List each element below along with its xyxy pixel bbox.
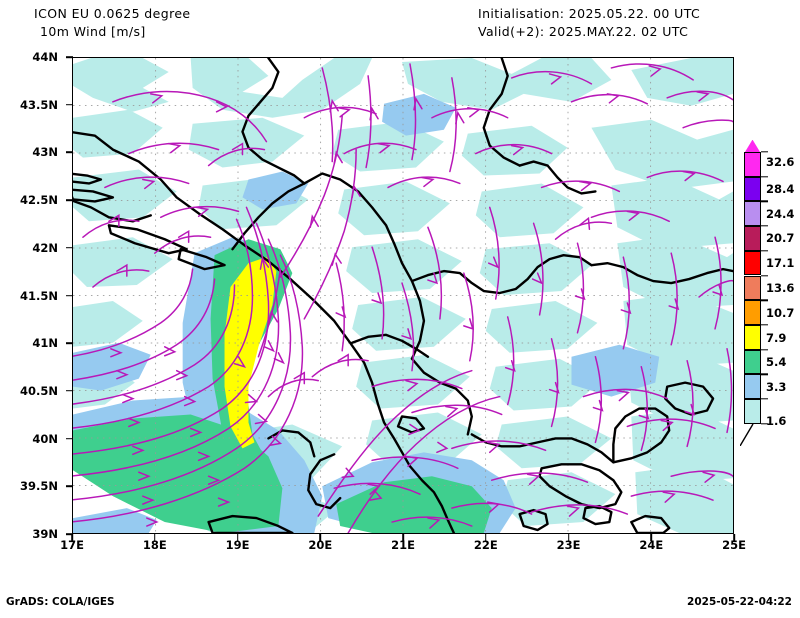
colorbar-label: 32.6	[766, 155, 795, 169]
y-tickmark	[66, 294, 73, 297]
colorbar-tickmark	[761, 398, 768, 400]
x-tick-label: 19E	[225, 538, 250, 552]
x-tickmark	[650, 534, 653, 541]
x-tick-label: 21E	[391, 538, 415, 552]
colorbar-label: 20.7	[766, 231, 795, 245]
colorbar-band-10	[744, 176, 761, 202]
colorbar-tickmark	[761, 373, 768, 375]
colorbar-label: 24.4	[766, 206, 795, 221]
valid-time-label: Valid(+2): 2025.MAY.22. 02 UTC	[478, 24, 689, 39]
colorbar-label: 13.6	[766, 281, 795, 295]
coastline-and-borders	[73, 58, 733, 533]
colorbar-band-4	[744, 324, 761, 350]
colorbar-band-2	[744, 374, 761, 399]
y-tickmark	[66, 151, 73, 154]
colorbar-band-9	[744, 201, 761, 227]
x-tick-label: 25E	[722, 538, 746, 552]
colorbar-tickmark	[761, 250, 768, 252]
colorbar-label: 1.6	[766, 414, 787, 428]
colorbar-band-11	[744, 152, 761, 177]
colorbar-band-6	[744, 275, 761, 301]
map-plot-area	[72, 57, 734, 534]
y-tick-label: 43N	[32, 145, 58, 160]
y-tickmark	[66, 56, 73, 58]
y-tickmark	[66, 533, 73, 535]
x-tickmark	[485, 534, 487, 541]
colorbar-label: 3.3	[766, 380, 787, 394]
y-tick-label: 39N	[32, 527, 58, 541]
colorbar-band-1	[744, 399, 761, 424]
y-tick-label: 42N	[32, 240, 58, 255]
colorbar-tickmark	[761, 151, 768, 153]
x-tick-label: 24E	[639, 538, 664, 552]
x-tickmark	[236, 534, 239, 541]
x-tick-label: 22E	[473, 538, 498, 552]
y-tickmark	[66, 247, 73, 249]
x-tickmark	[567, 534, 570, 541]
colorbar-label: 5.4	[766, 355, 787, 369]
y-tick-label: 42.5N	[20, 193, 58, 208]
model-title: ICON EU 0.0625 degree	[34, 6, 191, 21]
map-gridlines	[73, 58, 733, 533]
streamline-arrowheads	[108, 65, 724, 529]
colorbar-band-3	[744, 349, 761, 375]
colorbar-label: 28.4	[766, 182, 795, 196]
colorbar-tickmark	[761, 423, 768, 425]
colorbar-label: 10.7	[766, 305, 795, 320]
colorbar-band-7	[744, 250, 761, 276]
timestamp-label: 2025-05-22-04:22	[687, 596, 792, 608]
y-tickmark	[66, 103, 73, 106]
colorbar-max-arrow	[744, 140, 761, 154]
speed-shading-band-4-jet-core	[224, 257, 277, 449]
colorbar-label: 17.1	[766, 256, 795, 270]
x-tickmark	[154, 534, 156, 541]
x-tickmark	[319, 534, 322, 541]
colorbar-tickmark	[761, 299, 768, 301]
colorbar-band-5	[744, 300, 761, 325]
colorbar-min-tail	[740, 424, 754, 446]
x-tickmark	[402, 534, 404, 541]
y-tick-label: 44N	[32, 50, 58, 64]
credit-label: GrADS: COLA/IGES	[6, 596, 115, 608]
y-tick-label: 41N	[32, 336, 58, 351]
y-tickmark	[66, 342, 73, 344]
weather-map-canvas	[73, 58, 733, 533]
x-tick-label: 23E	[556, 538, 581, 552]
y-tickmark	[66, 390, 73, 392]
field-title: 10m Wind [m/s]	[40, 24, 146, 39]
colorbar-label: 7.9	[766, 330, 787, 345]
colorbar-tickmark	[761, 225, 768, 227]
colorbar-tickmark	[761, 324, 768, 326]
y-tick-label: 40N	[32, 431, 58, 446]
y-tick-label: 39.5N	[20, 479, 58, 494]
colorbar-band-8	[744, 226, 761, 251]
colorbar	[744, 152, 761, 424]
initialisation-label: Initialisation: 2025.05.22. 00 UTC	[478, 6, 701, 21]
x-tick-label: 18E	[142, 538, 167, 552]
x-tickmark	[71, 534, 73, 541]
y-tick-label: 43.5N	[20, 97, 58, 112]
y-tickmark	[66, 199, 73, 201]
colorbar-tickmark	[761, 274, 768, 277]
colorbar-tickmark	[761, 348, 768, 351]
x-tickmark	[733, 534, 735, 541]
colorbar-tickmark	[761, 200, 768, 203]
y-tick-label: 41.5N	[20, 288, 58, 303]
x-tick-label: 20E	[308, 538, 333, 552]
y-tickmark	[66, 485, 73, 488]
colorbar-tickmark	[761, 175, 768, 178]
y-tick-label: 40.5N	[20, 383, 58, 398]
y-tickmark	[66, 437, 73, 440]
x-tick-label: 17E	[60, 538, 84, 552]
